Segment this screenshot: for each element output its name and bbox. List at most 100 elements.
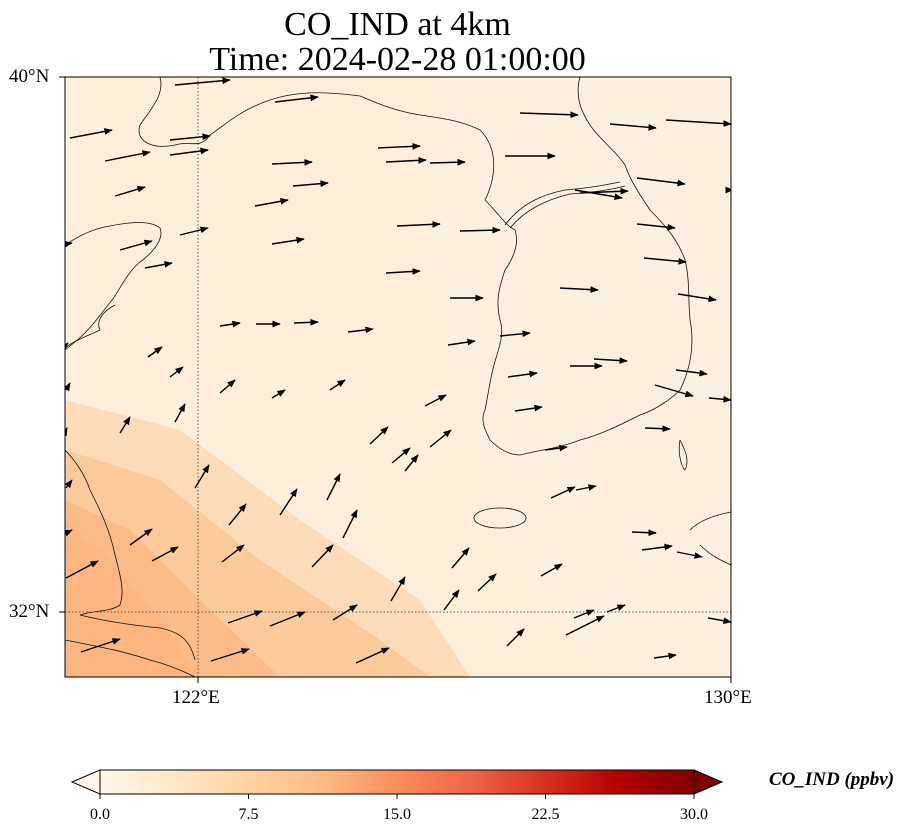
wind-arrow [451,547,470,569]
wind-arrow [665,119,731,127]
wind-arrow [396,220,441,228]
wind-arrow [519,111,579,119]
map-frame [64,76,732,678]
wind-arrow [653,652,677,660]
wind-arrow [574,189,623,201]
colorbar-tick-2: 15.0 [383,806,411,823]
wind-arrow [292,180,329,187]
wind-arrow [65,479,73,489]
wind-arrow [675,369,708,377]
wind-arrow [169,147,209,156]
wind-arrow [227,610,263,624]
wind-arrow [144,261,173,269]
wind-arrow [210,648,250,662]
wind-arrow [641,543,673,551]
colorbar-tick-1: 7.5 [238,806,259,823]
axis-ticks [59,76,732,683]
wind-arrow [65,382,71,392]
wind-arrow [565,615,605,636]
colorbar-max-extend [693,769,724,795]
graticule [65,77,731,677]
wind-arrow [80,638,121,653]
wind-arrow [114,185,146,197]
wind-arrow [636,223,676,231]
wind-arrow [643,257,687,265]
wind-arrow [65,427,68,437]
wind-arrow [271,236,305,245]
wind-arrow [369,426,389,445]
wind-arrow [676,551,703,559]
wind-arrow [355,647,390,664]
wind-arrow [390,576,406,602]
wind-arrow [104,150,151,162]
wind-arrow [326,473,341,501]
wind-arrow [221,544,245,563]
chart-title: CO_IND at 4km [284,6,511,43]
colorbar-tick-3: 22.5 [531,806,560,823]
wind-arrow [269,611,306,627]
wind-arrow [219,320,241,328]
wind-arrow [550,486,576,499]
wind-arrow [65,529,73,537]
wind-arrow [424,394,447,407]
wind-arrow [228,503,247,526]
colorbar-tick-4: 30.0 [680,806,708,823]
wind-arrow [559,286,599,293]
wind-arrow [609,123,657,131]
wind-arrow [119,239,153,251]
wind-arrow [377,143,421,150]
wind-arrow [391,447,411,464]
wind-arrow [271,159,313,166]
wind-arrow [119,416,131,434]
wind-arrow [347,326,374,334]
colorbar [70,769,724,799]
wind-arrow [69,128,113,139]
wind-arrow [429,158,466,166]
wind-arrow [544,444,568,452]
wind-vectors [65,77,731,664]
chart-subtitle-time: Time: 2024-02-28 01:00:00 [209,41,586,78]
wind-arrow [194,464,210,489]
wind-arrow [429,429,452,448]
colorbar-label: CO_IND (ppbv) [769,769,895,790]
wind-arrow [499,330,531,338]
wind-arrow [540,563,563,577]
wind-arrow [506,628,525,647]
colorbar-min-extend [70,769,101,795]
wind-arrow [447,338,476,346]
wind-arrow [507,370,538,378]
wind-arrow [179,226,209,236]
wind-arrow [271,389,286,399]
wind-arrow [311,544,334,568]
colorbar-tick-0: 0.0 [90,806,110,823]
wind-arrow [174,77,231,86]
wind-arrow [644,425,671,433]
wind-arrow [575,484,597,491]
lat-label-40n: 40°N [9,66,50,87]
wind-arrow [385,157,427,164]
wind-arrow [631,529,657,537]
wind-arrow [443,589,460,611]
wind-arrow [404,454,419,472]
colorbar-bar [99,769,695,795]
wind-arrow [579,187,629,195]
wind-arrow [169,366,184,378]
wind-arrow [151,546,179,562]
wind-arrow [293,318,319,326]
wind-arrow [573,609,595,619]
wind-arrow [274,94,319,103]
wind-arrow [677,293,717,303]
lon-label-122e: 122°E [172,687,220,708]
wind-arrow [147,346,163,358]
wind-arrow [219,379,236,394]
wind-arrow [129,528,153,546]
wind-arrow [169,133,211,141]
wind-arrow [254,198,289,207]
wind-arrow [279,488,298,516]
lon-label-130e: 130°E [704,687,752,708]
wind-arrow [459,226,501,234]
wind-arrow [65,560,99,579]
wind-arrow [636,177,686,187]
wind-arrow [606,604,626,613]
